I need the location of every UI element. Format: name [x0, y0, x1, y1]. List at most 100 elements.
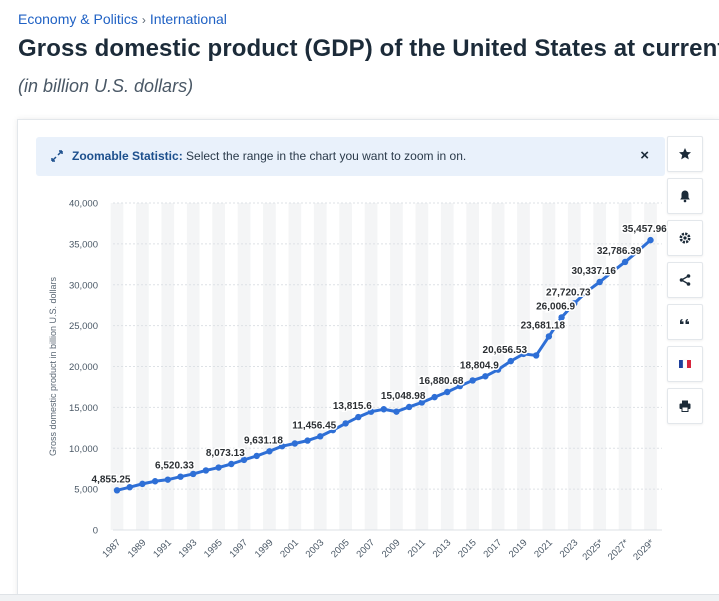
- y-tick-label: 30,000: [69, 280, 98, 291]
- data-point: [355, 413, 362, 421]
- zoom-banner-message: Select the range in the chart you want t…: [186, 149, 467, 163]
- data-point: [215, 464, 222, 471]
- favorite-button[interactable]: [667, 136, 703, 172]
- breadcrumb-link-economy[interactable]: Economy & Politics: [18, 11, 138, 27]
- x-tick-label: 2029*: [631, 537, 657, 563]
- x-tick-label: 1987: [100, 537, 123, 560]
- star-icon: [679, 148, 691, 160]
- data-point: [609, 268, 616, 275]
- y-tick-label: 40,000: [69, 199, 98, 210]
- data-point: [583, 288, 591, 295]
- y-tick-label: 5,000: [74, 485, 98, 496]
- data-label: 32,786.39: [597, 246, 642, 257]
- data-point: [634, 248, 641, 255]
- data-point: [342, 420, 349, 427]
- x-tick-label: 2019: [507, 537, 530, 560]
- breadcrumb-separator: ›: [141, 13, 146, 27]
- settings-button[interactable]: [667, 220, 703, 256]
- data-label: 11,456.45: [292, 420, 336, 431]
- data-point: [507, 357, 514, 365]
- data-point: [405, 403, 413, 411]
- x-tick-label: 1995: [202, 537, 225, 560]
- x-tick-label: 1997: [227, 537, 250, 560]
- breadcrumb: Economy & Politics › International: [18, 11, 227, 27]
- data-label: 6,520.33: [155, 461, 194, 472]
- x-tick-label: 2003: [304, 537, 327, 560]
- data-point: [202, 467, 210, 474]
- data-point: [113, 487, 121, 494]
- data-label: 4,855.25: [92, 474, 131, 485]
- data-point: [393, 408, 400, 415]
- bell-icon: [680, 190, 690, 203]
- data-point: [456, 382, 464, 390]
- x-tick-label: 2023: [558, 537, 581, 560]
- data-label: 15,048.98: [381, 391, 426, 402]
- data-point: [329, 426, 337, 434]
- zoom-banner-text: Zoomable Statistic: Select the range in …: [72, 149, 466, 163]
- data-point: [240, 456, 248, 464]
- language-button[interactable]: [667, 346, 703, 382]
- data-point: [558, 314, 565, 321]
- share-button[interactable]: [667, 262, 703, 298]
- notification-button[interactable]: [667, 178, 703, 214]
- y-tick-label: 0: [93, 526, 98, 537]
- x-tick-label: 2017: [481, 537, 504, 560]
- print-button[interactable]: [667, 388, 703, 424]
- data-label: 27,720.73: [546, 287, 591, 298]
- data-point: [380, 406, 387, 413]
- cite-button[interactable]: [667, 304, 703, 340]
- data-point: [317, 433, 324, 440]
- data-point: [266, 448, 273, 455]
- x-tick-label: 2015: [456, 537, 479, 560]
- data-point: [139, 480, 146, 488]
- page-title: Gross domestic product (GDP) of the Unit…: [18, 35, 719, 62]
- data-point: [520, 350, 527, 358]
- x-tick-label: 1991: [151, 537, 174, 560]
- breadcrumb-link-international[interactable]: International: [149, 11, 227, 27]
- y-axis-label: Gross domestic product in billion U.S. d…: [48, 276, 58, 456]
- y-tick-label: 25,000: [69, 321, 98, 332]
- y-tick-label: 20,000: [69, 362, 98, 373]
- data-point: [418, 399, 426, 406]
- data-label: 26,006.9: [536, 301, 575, 312]
- x-tick-label: 2001: [278, 537, 301, 560]
- page-subtitle: (in billion U.S. dollars): [18, 76, 194, 96]
- x-tick-label: 2013: [431, 537, 454, 560]
- x-tick-label: 1999: [253, 537, 276, 560]
- chart-band: [390, 203, 403, 530]
- data-point: [190, 470, 197, 478]
- data-label: 8,073.13: [206, 448, 245, 459]
- chart-band: [313, 203, 327, 530]
- data-point: [278, 442, 286, 450]
- data-point: [596, 278, 603, 286]
- y-tick-label: 35,000: [69, 239, 98, 250]
- expand-arrows-icon: [51, 150, 63, 162]
- data-label: 16,880.68: [419, 376, 464, 387]
- chart-band: [237, 203, 251, 530]
- close-icon[interactable]: ×: [640, 147, 649, 164]
- data-label: 20,656.53: [483, 345, 528, 356]
- x-tick-label: 2011: [406, 537, 428, 559]
- data-label: 30,337.16: [571, 266, 616, 277]
- chart-toolbar: [667, 136, 703, 430]
- quote-icon: [680, 319, 689, 324]
- data-point: [482, 373, 489, 380]
- x-tick-label: 2007: [354, 537, 377, 560]
- data-label: 35,457.96: [622, 224, 667, 235]
- x-tick-label: 1993: [177, 537, 200, 560]
- zoom-banner: Zoomable Statistic: Select the range in …: [36, 137, 665, 176]
- french-flag-icon: [679, 359, 691, 369]
- x-tick-label: 2025*: [580, 537, 606, 563]
- data-point: [431, 393, 438, 401]
- data-point: [494, 366, 502, 373]
- data-point: [545, 333, 553, 340]
- data-label: 9,631.18: [244, 435, 283, 446]
- data-point: [304, 437, 311, 444]
- chart-band: [517, 203, 530, 530]
- data-point: [647, 236, 654, 244]
- data-point: [469, 377, 476, 384]
- data-label: 13,815.6: [333, 401, 372, 412]
- data-point: [177, 473, 184, 480]
- print-icon: [679, 400, 691, 412]
